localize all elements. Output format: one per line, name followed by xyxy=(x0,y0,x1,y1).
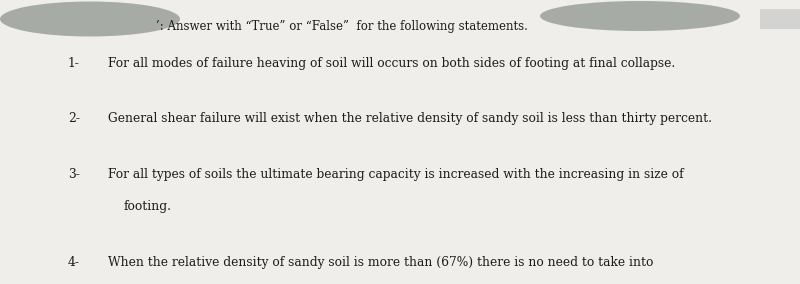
Text: For all types of soils the ultimate bearing capacity is increased with the incre: For all types of soils the ultimate bear… xyxy=(108,168,684,181)
Text: 2-: 2- xyxy=(68,112,80,125)
Ellipse shape xyxy=(540,1,740,31)
Text: When the relative density of sandy soil is more than (67%) there is no need to t: When the relative density of sandy soil … xyxy=(108,256,654,269)
Text: ’: Answer with “True” or “False”  for the following statements.: ’: Answer with “True” or “False” for the… xyxy=(156,20,528,33)
Ellipse shape xyxy=(0,1,180,37)
Bar xyxy=(760,9,800,29)
Text: General shear failure will exist when the relative density of sandy soil is less: General shear failure will exist when th… xyxy=(108,112,712,125)
Text: 3-: 3- xyxy=(68,168,80,181)
Text: 4-: 4- xyxy=(68,256,80,269)
Text: footing.: footing. xyxy=(124,200,172,213)
Text: For all modes of failure heaving of soil will occurs on both sides of footing at: For all modes of failure heaving of soil… xyxy=(108,57,675,70)
Text: 1-: 1- xyxy=(68,57,80,70)
